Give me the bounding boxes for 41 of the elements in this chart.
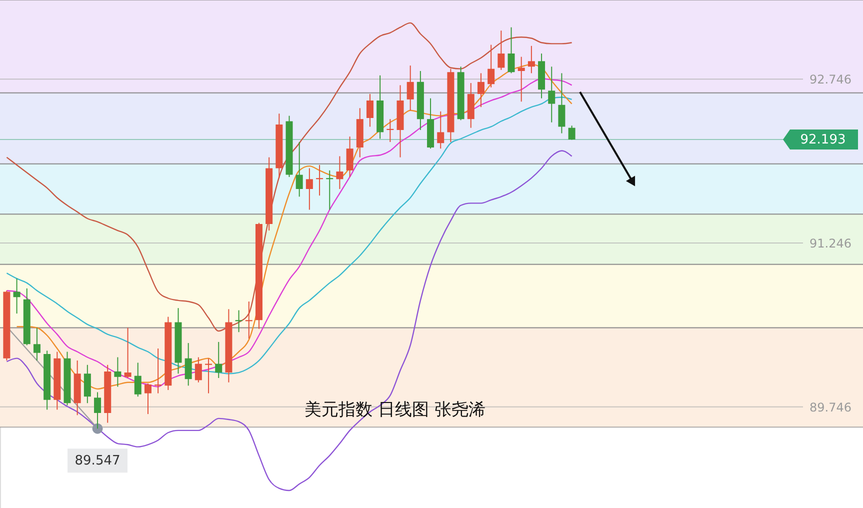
text: 美元指数 日线图 张尧浠	[304, 400, 486, 420]
y-tick-label: 92.746	[810, 72, 852, 87]
y-tick-label: 89.746	[810, 400, 852, 414]
candlestick	[488, 44, 495, 88]
line-series	[6, 150, 572, 492]
line-series	[6, 22, 572, 332]
candlestick	[114, 356, 122, 388]
candlestick	[316, 164, 324, 196]
candlestick	[184, 342, 192, 386]
candlestick	[568, 125, 576, 140]
candlestick	[336, 156, 344, 190]
candlestick	[194, 356, 202, 383]
candlestick	[144, 382, 152, 415]
candlestick	[134, 362, 142, 398]
candlestick	[245, 301, 252, 340]
ref-line-label: 92.193	[800, 132, 846, 148]
candlestick	[518, 56, 525, 102]
candlestick	[235, 310, 242, 333]
candlestick	[154, 348, 162, 394]
candlestick	[306, 168, 313, 210]
candlestick	[406, 65, 414, 111]
candlestick	[215, 341, 222, 378]
candlestick	[296, 142, 303, 198]
candlestick	[366, 93, 374, 128]
candlestick	[477, 72, 484, 108]
annotation: 89.547	[74, 454, 120, 469]
candlestick	[508, 26, 515, 74]
candlestick	[33, 327, 40, 362]
candlestick	[528, 45, 535, 74]
candlestick	[346, 136, 354, 178]
candlestick	[205, 358, 212, 394]
candlestick	[548, 66, 556, 123]
candlestick	[386, 118, 394, 143]
candlestick	[84, 364, 91, 404]
y-tick-label: 91.246	[810, 236, 852, 250]
candlestick	[437, 110, 444, 150]
candlestick	[498, 30, 505, 70]
candlestick	[13, 278, 20, 314]
candlestick	[326, 170, 334, 210]
candlestick	[558, 72, 566, 134]
candlestick	[124, 327, 132, 378]
